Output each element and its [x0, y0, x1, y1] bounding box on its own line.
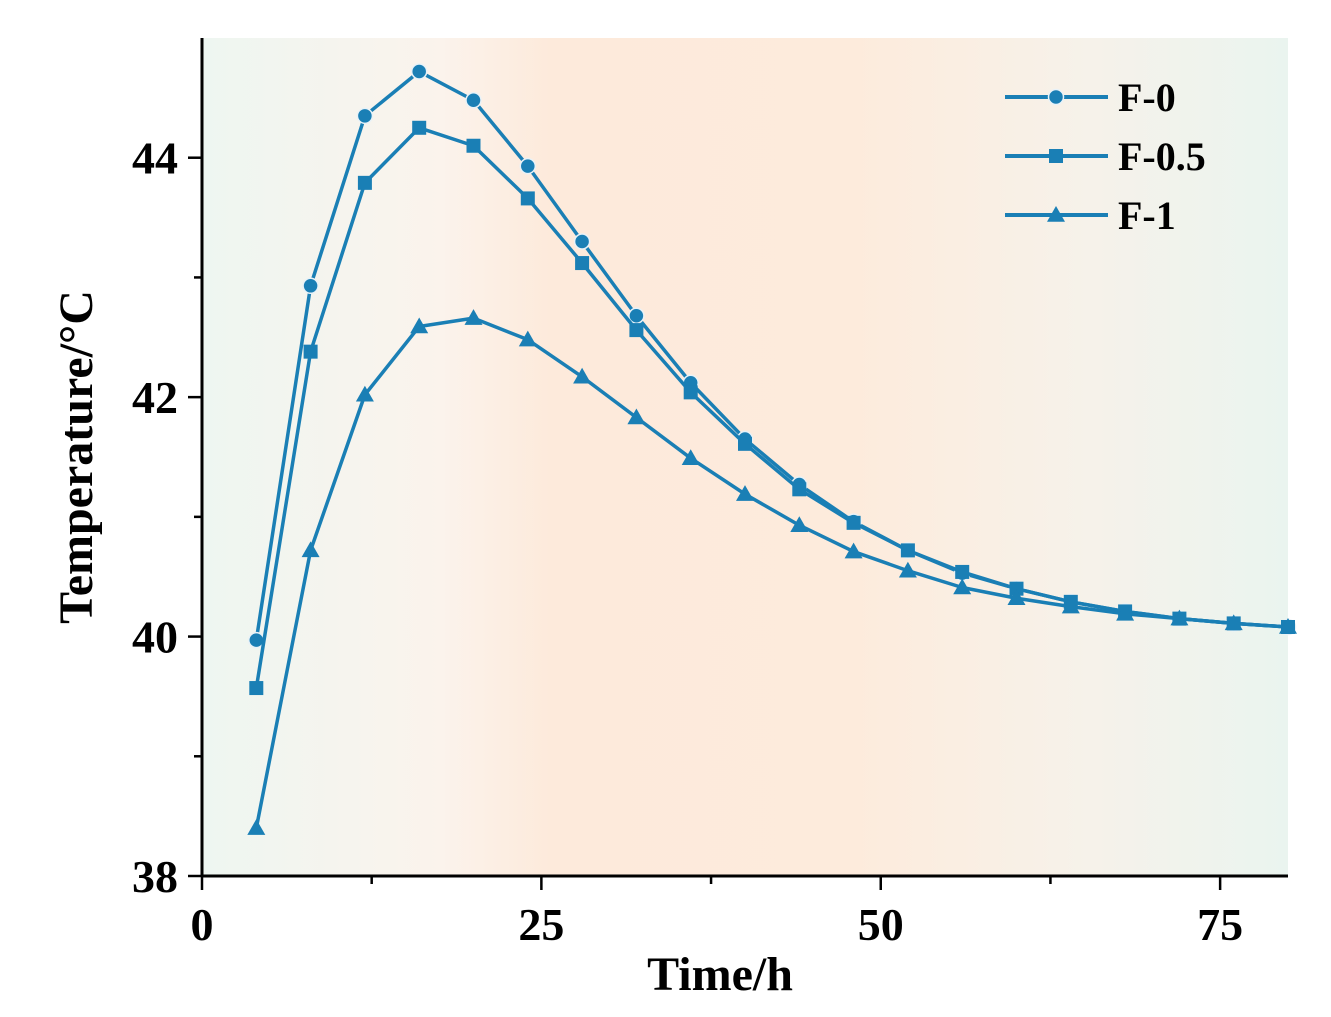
legend-label: F-0: [1118, 75, 1176, 120]
plot-background: [202, 38, 1288, 876]
legend-marker: [1047, 88, 1065, 106]
data-point: [410, 63, 428, 80]
data-point: [357, 175, 372, 190]
x-tick-label: 25: [518, 899, 564, 950]
data-point: [575, 256, 590, 271]
legend-label: F-0.5: [1118, 134, 1206, 179]
legend-marker: [1047, 206, 1065, 222]
data-point: [303, 344, 318, 359]
series-line: [254, 126, 1289, 689]
data-point: [573, 367, 592, 384]
legend-item-F-0: F-0: [1005, 75, 1176, 120]
data-point: [953, 578, 972, 595]
data-point: [1009, 581, 1024, 596]
legend-label: F-1: [1118, 193, 1176, 238]
y-tick-label: 40: [132, 612, 178, 663]
x-axis-title: Time/h: [647, 948, 793, 1001]
legend-marker: [1049, 149, 1063, 163]
data-point: [465, 92, 482, 109]
data-point: [900, 543, 915, 558]
legend: F-0 F-0.5 F-1: [1005, 75, 1206, 238]
data-point: [846, 515, 861, 530]
x-tick-label: 0: [191, 899, 214, 950]
series-layer: [247, 63, 1297, 835]
y-tick-label: 38: [132, 851, 178, 902]
x-tick-label: 75: [1197, 899, 1243, 950]
series-line: [254, 316, 1289, 829]
data-point: [356, 107, 374, 125]
data-point: [738, 436, 752, 451]
legend-item-F-1: F-1: [1005, 193, 1176, 238]
data-point: [520, 191, 535, 206]
data-point: [249, 681, 264, 696]
y-axis-title: Temperature/°C: [50, 290, 103, 624]
data-point: [790, 516, 809, 532]
axis-ticks: [188, 156, 1222, 890]
data-point: [1061, 597, 1080, 614]
data-point: [410, 317, 429, 334]
data-point: [683, 385, 698, 400]
data-point: [518, 330, 537, 347]
data-point: [464, 309, 483, 325]
data-point: [355, 385, 374, 402]
data-point: [247, 819, 266, 835]
data-point: [1007, 589, 1026, 606]
data-point: [844, 542, 863, 559]
data-point: [1116, 604, 1135, 621]
data-point: [1279, 617, 1297, 634]
x-tick-label: 50: [858, 899, 904, 950]
legend-item-F-0.5: F-0.5: [1005, 134, 1206, 179]
data-point: [1170, 609, 1189, 626]
data-point: [302, 277, 319, 295]
y-tick-label: 42: [132, 372, 178, 423]
data-point: [736, 485, 754, 501]
data-point: [573, 233, 591, 250]
data-point: [681, 449, 700, 465]
data-point: [519, 157, 537, 175]
data-point: [301, 541, 320, 558]
data-point: [629, 323, 644, 338]
data-point: [1224, 614, 1243, 631]
series-F-0.5: [249, 120, 1295, 696]
data-point: [955, 564, 970, 579]
data-point: [466, 138, 481, 153]
y-tick-label: 44: [132, 133, 178, 184]
series-F-1: [247, 309, 1297, 835]
data-point: [627, 408, 646, 425]
data-point: [792, 482, 807, 497]
data-point: [898, 561, 917, 578]
data-point: [412, 120, 427, 135]
tick-labels: 0 25 50 75 38 40 42 44: [132, 133, 1243, 950]
